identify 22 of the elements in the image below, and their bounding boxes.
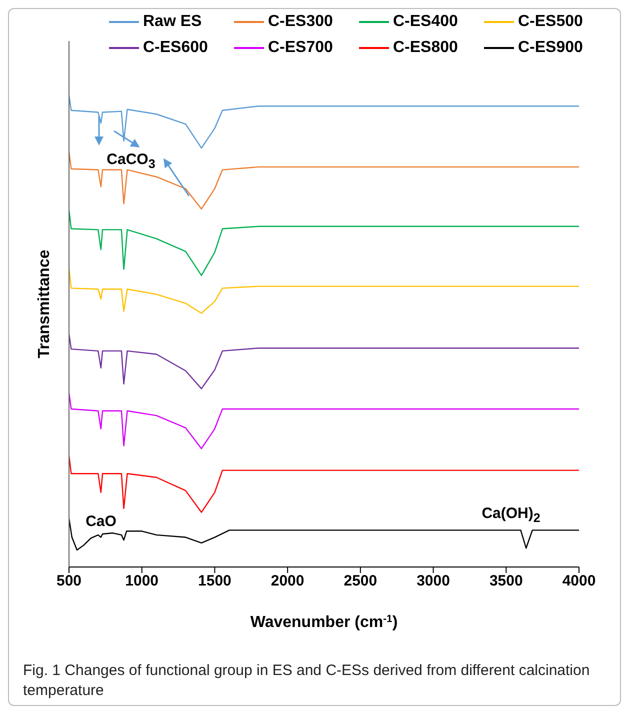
y-axis-title: Transmittance xyxy=(36,250,53,358)
x-tick-label: 2500 xyxy=(344,572,378,590)
legend-label: Raw ES xyxy=(143,12,202,32)
legend-label: C-ES500 xyxy=(518,12,583,32)
x-tick-label: 1500 xyxy=(198,572,232,590)
x-axis-title: Wavenumber (cm$^{-1}$) xyxy=(250,614,398,631)
caption: Fig. 1 Changes of functional group in ES and C-ESs derived from different calcination temperature xyxy=(23,661,591,701)
x-tick-label: 2000 xyxy=(270,572,304,590)
x-tick-label: 3000 xyxy=(416,572,450,590)
x-tick-label: 1000 xyxy=(125,572,159,590)
legend-label: C-ES300 xyxy=(268,12,333,32)
annotation: CaCO$_{3}$ xyxy=(106,151,156,171)
x-tick-label: 4000 xyxy=(562,572,596,590)
annotation: CaO xyxy=(86,513,116,530)
x-tick-label: 500 xyxy=(56,572,82,590)
legend-label: C-ES700 xyxy=(268,38,333,58)
legend-label: C-ES600 xyxy=(143,38,208,58)
legend-label: C-ES400 xyxy=(393,12,458,32)
x-tick-label: 3500 xyxy=(489,572,523,590)
legend-label: C-ES800 xyxy=(393,38,458,58)
legend-label: C-ES900 xyxy=(518,38,583,58)
annotation: Ca(OH)$_{2}$ xyxy=(482,505,540,525)
